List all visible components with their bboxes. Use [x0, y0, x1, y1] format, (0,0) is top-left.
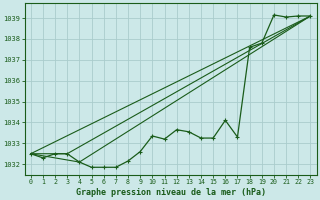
- X-axis label: Graphe pression niveau de la mer (hPa): Graphe pression niveau de la mer (hPa): [76, 188, 266, 197]
